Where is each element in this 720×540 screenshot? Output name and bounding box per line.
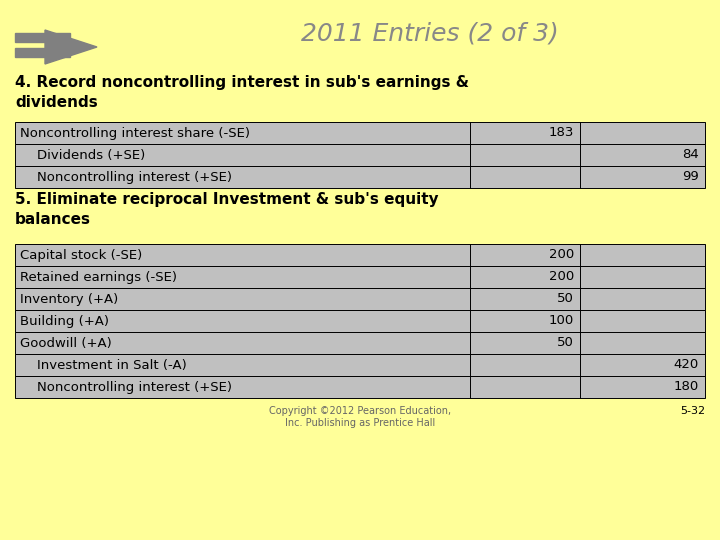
Bar [15,144,705,166]
Text: Capital stock (-SE): Capital stock (-SE) [20,248,143,261]
Text: 50: 50 [557,336,574,349]
Bar [15,266,705,288]
Bar [15,376,705,398]
Bar [15,33,70,42]
Text: Copyright ©2012 Pearson Education,
Inc. Publishing as Prentice Hall: Copyright ©2012 Pearson Education, Inc. … [269,406,451,428]
Text: 5-32: 5-32 [680,406,705,416]
Text: 180: 180 [674,381,699,394]
Text: Building (+A): Building (+A) [20,314,109,327]
Text: 2011 Entries (2 of 3): 2011 Entries (2 of 3) [301,21,559,45]
Text: Noncontrolling interest share (-SE): Noncontrolling interest share (-SE) [20,126,250,139]
Text: 183: 183 [549,126,574,139]
Bar [15,332,705,354]
Text: 200: 200 [549,271,574,284]
Text: 5. Eliminate reciprocal Investment & sub's equity
balances: 5. Eliminate reciprocal Investment & sub… [15,192,438,227]
Text: 50: 50 [557,293,574,306]
Text: Goodwill (+A): Goodwill (+A) [20,336,112,349]
Text: Retained earnings (-SE): Retained earnings (-SE) [20,271,177,284]
Text: Noncontrolling interest (+SE): Noncontrolling interest (+SE) [20,381,232,394]
Polygon shape [45,30,97,64]
Text: Inventory (+A): Inventory (+A) [20,293,118,306]
Bar [15,288,705,310]
Bar [15,354,705,376]
Bar [15,122,705,144]
Text: 100: 100 [549,314,574,327]
Text: 84: 84 [683,148,699,161]
Text: 99: 99 [683,171,699,184]
Text: Investment in Salt (-A): Investment in Salt (-A) [20,359,186,372]
Text: 420: 420 [674,359,699,372]
Text: 4. Record noncontrolling interest in sub's earnings &
dividends: 4. Record noncontrolling interest in sub… [15,75,469,110]
Bar [15,166,705,188]
Text: 200: 200 [549,248,574,261]
Text: Noncontrolling interest (+SE): Noncontrolling interest (+SE) [20,171,232,184]
Bar [15,244,705,266]
Bar [15,48,70,57]
Text: Dividends (+SE): Dividends (+SE) [20,148,145,161]
Bar [15,310,705,332]
